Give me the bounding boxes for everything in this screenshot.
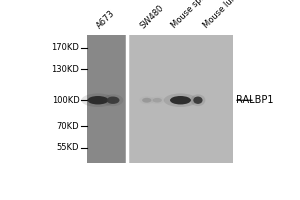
Ellipse shape <box>190 94 206 106</box>
Ellipse shape <box>103 94 123 106</box>
Text: Mouse spleen: Mouse spleen <box>169 0 217 30</box>
Bar <box>127 35 233 163</box>
Text: 100KD: 100KD <box>52 96 79 105</box>
Text: 130KD: 130KD <box>52 65 79 74</box>
Text: 170KD: 170KD <box>52 43 79 52</box>
Ellipse shape <box>150 97 165 104</box>
Ellipse shape <box>81 93 115 107</box>
Ellipse shape <box>88 96 108 104</box>
Ellipse shape <box>193 97 203 104</box>
Ellipse shape <box>170 96 191 104</box>
Text: 55KD: 55KD <box>57 143 79 152</box>
Text: 70KD: 70KD <box>57 122 79 131</box>
Bar <box>88 35 127 163</box>
Ellipse shape <box>164 93 197 107</box>
Text: A673: A673 <box>95 8 117 30</box>
Text: Mouse lung: Mouse lung <box>202 0 243 30</box>
Ellipse shape <box>153 98 162 103</box>
Text: SW480: SW480 <box>138 3 165 30</box>
Text: RALBP1: RALBP1 <box>236 95 274 105</box>
Ellipse shape <box>142 98 152 103</box>
Ellipse shape <box>107 97 119 104</box>
Ellipse shape <box>139 96 154 104</box>
